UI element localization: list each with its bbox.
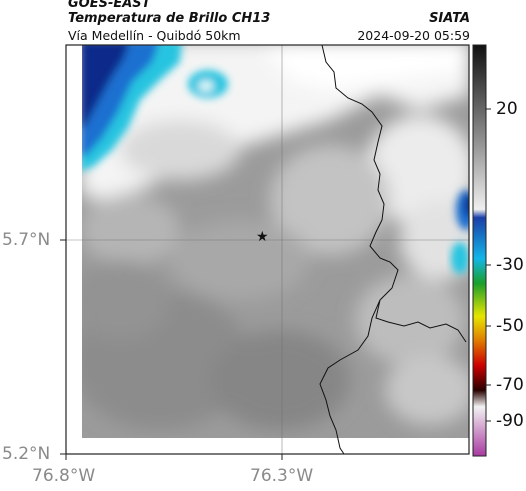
region-subtitle: Vía Medellín - Quibdó 50km xyxy=(68,28,241,43)
colorbar-tick-label: 20 xyxy=(496,99,518,119)
lat-tick-label: 5.2°N xyxy=(2,444,51,464)
colorbar-tick-label: -50 xyxy=(496,316,524,336)
colorbar-tick-label: -70 xyxy=(496,375,524,395)
colorbar xyxy=(472,44,487,457)
location-marker-icon: ★ xyxy=(256,229,269,245)
lon-tick-label: 76.3°W xyxy=(250,466,314,486)
convective-core-northwest xyxy=(82,45,228,172)
colorbar-tick-label: -30 xyxy=(496,255,524,275)
map-frame xyxy=(65,44,470,455)
lon-tick-label: 76.8°W xyxy=(32,466,96,486)
satellite-name: GOES-EAST xyxy=(68,0,151,11)
brightness-temperature-field xyxy=(82,45,469,438)
timestamp: 2024-09-20 05:59 xyxy=(357,28,470,43)
lat-tick-label: 5.7°N xyxy=(2,230,51,250)
convective-core-east xyxy=(451,190,469,274)
organization-label: SIATA xyxy=(429,11,470,26)
product-title: Temperatura de Brillo CH13 xyxy=(68,11,271,26)
colorbar-tick-label: -90 xyxy=(496,411,524,431)
department-boundary xyxy=(319,44,467,455)
